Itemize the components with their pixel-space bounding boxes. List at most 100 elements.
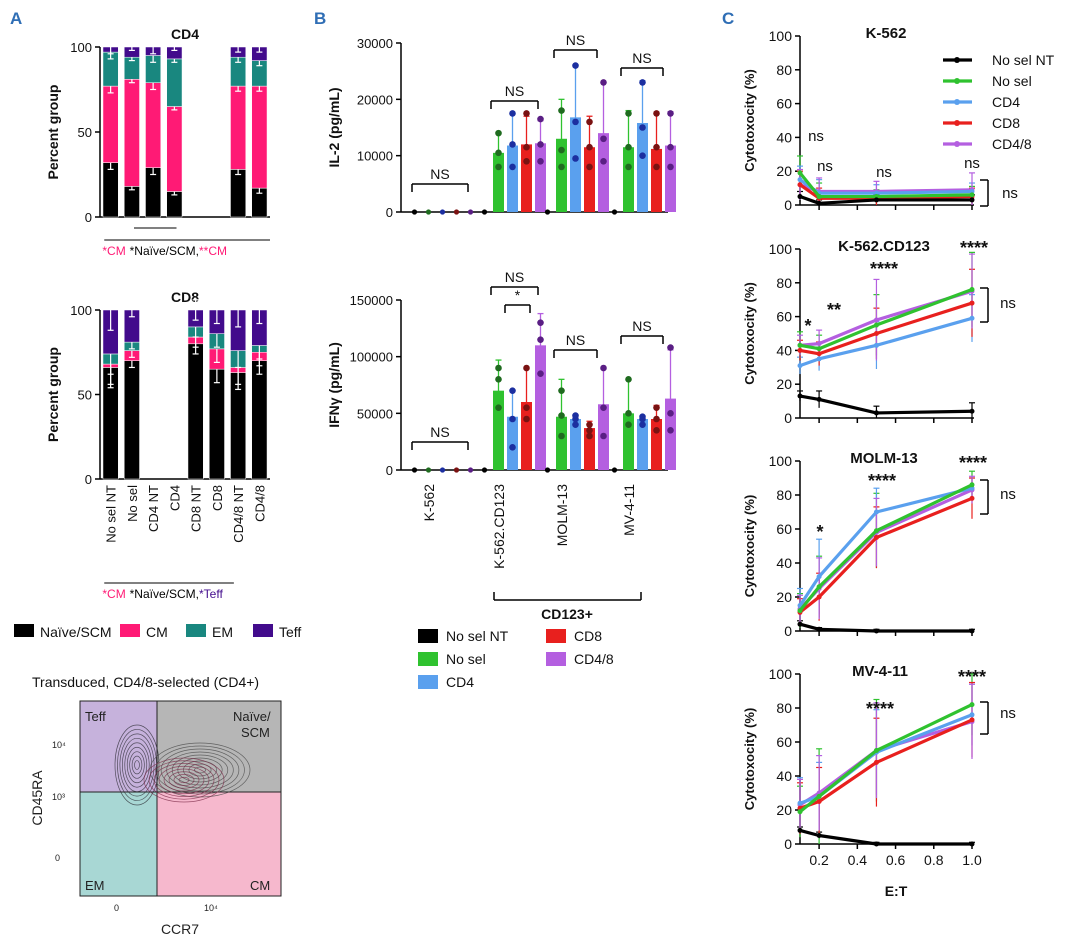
legend-c: No sel NT No sel CD4 CD8 CD4/8 xyxy=(943,52,1055,152)
legend-label: No sel xyxy=(446,651,486,667)
y-tick-label: 50 xyxy=(78,125,92,140)
sig-annotation: ns xyxy=(1002,185,1018,202)
legend-label: CD4/8 xyxy=(574,651,614,667)
data-point xyxy=(653,404,660,411)
y-tick-label: 0 xyxy=(386,463,393,478)
sig-label: **CM xyxy=(199,244,227,258)
contour-line xyxy=(178,776,190,784)
data-point xyxy=(653,143,660,151)
x-tick-label: CD8 NT xyxy=(189,485,204,532)
sig-annotation: **** xyxy=(866,699,894,719)
data-point xyxy=(625,410,632,417)
data-point xyxy=(797,194,803,200)
y-axis-label: IL-2 (pg/mL) xyxy=(326,87,342,167)
bar-segment xyxy=(145,82,162,168)
chart-title: K-562.CD123 xyxy=(838,238,930,255)
cd123-label: CD123+ xyxy=(541,606,593,622)
y-axis-label: Percent group xyxy=(45,85,61,180)
series-line xyxy=(798,483,973,612)
contour-line xyxy=(143,757,225,803)
x-tick-label: K-562.CD123 xyxy=(491,484,507,569)
flow-quad-naive xyxy=(157,701,281,792)
contour-line xyxy=(134,760,140,770)
data-point xyxy=(873,342,879,348)
sig-annotation: * xyxy=(816,522,823,542)
sig-annotation: **** xyxy=(868,471,896,491)
contour-line xyxy=(131,755,143,775)
data-point xyxy=(816,833,822,838)
data-point xyxy=(509,163,516,171)
y-axis-label: IFNγ (pg/mL) xyxy=(326,342,342,428)
contour-line xyxy=(129,751,145,779)
sig-label: NS xyxy=(505,83,524,99)
chart-title: K-562 xyxy=(866,25,907,42)
flow-frame xyxy=(79,700,282,897)
bar xyxy=(637,122,648,212)
bar-segment xyxy=(187,343,204,480)
data-point xyxy=(572,412,579,419)
flow-quad-label-naive-b: SCM xyxy=(241,725,270,740)
data-point xyxy=(523,110,530,117)
data-point xyxy=(625,163,632,171)
flow-quad-label-cm: CM xyxy=(250,878,270,893)
bar xyxy=(507,145,518,212)
legend-swatch xyxy=(546,629,566,643)
flow-quad-label-naive-a: Naïve/ xyxy=(233,709,271,724)
data-point xyxy=(816,341,822,347)
data-point xyxy=(558,163,565,171)
flow-contour-plot: Transduced, CD4/8-selected (CD4+) Teff N… xyxy=(29,674,282,937)
flow-contours xyxy=(114,724,251,806)
series-line xyxy=(798,171,973,199)
data-point xyxy=(667,344,674,351)
sig-label: *CM xyxy=(102,587,125,601)
bar xyxy=(493,390,504,470)
bar xyxy=(507,416,518,470)
data-point xyxy=(797,170,803,176)
sig-label: * xyxy=(515,287,521,303)
data-point xyxy=(625,376,632,383)
sig-annotation: ns xyxy=(817,158,833,175)
series-line xyxy=(799,496,973,614)
data-point xyxy=(586,427,593,434)
x-tick-label: 1.0 xyxy=(962,852,982,868)
bar-segment xyxy=(102,162,119,218)
contour-line xyxy=(177,757,223,783)
y-tick-label: 20 xyxy=(776,589,792,605)
data-point xyxy=(558,107,565,114)
legend-label: No sel xyxy=(992,73,1032,89)
data-point xyxy=(600,364,607,372)
data-point xyxy=(797,182,803,188)
flow-ytick-0: 0 xyxy=(55,853,60,863)
data-point xyxy=(523,143,530,151)
flow-title: Transduced, CD4/8-selected (CD4+) xyxy=(32,674,259,690)
series-line xyxy=(799,828,972,846)
data-point xyxy=(873,410,879,416)
y-tick-label: 20000 xyxy=(357,92,393,107)
data-point xyxy=(509,387,516,394)
contour-line xyxy=(158,765,210,795)
data-point xyxy=(816,356,822,362)
chart-title: CD8 xyxy=(171,289,199,305)
data-point xyxy=(523,364,530,372)
data-point xyxy=(667,163,674,171)
chart-c-mv411: MV-4-11 Cytotoxocity (%) 0 20 40 60 80 100 **** *… xyxy=(742,663,1016,899)
data-point xyxy=(537,158,544,165)
data-point xyxy=(873,197,879,203)
y-axis-label: Cytotoxocity (%) xyxy=(742,282,757,385)
data-point xyxy=(572,62,579,69)
data-point xyxy=(816,200,822,206)
sig-label: NS xyxy=(430,424,449,440)
series-line xyxy=(799,301,973,356)
y-tick-label: 20 xyxy=(776,802,792,818)
sig-annotation: **** xyxy=(959,453,987,473)
data-point xyxy=(495,129,502,137)
data-point xyxy=(481,467,488,473)
legend-label: CD4 xyxy=(992,94,1020,110)
y-tick-label: 100 xyxy=(769,453,793,469)
data-point xyxy=(969,482,975,488)
contour-line xyxy=(160,748,240,792)
data-point xyxy=(586,163,593,171)
flow-xtick-1e4: 10⁴ xyxy=(204,903,218,913)
sig-label: NS xyxy=(566,332,585,348)
data-point xyxy=(816,574,822,580)
